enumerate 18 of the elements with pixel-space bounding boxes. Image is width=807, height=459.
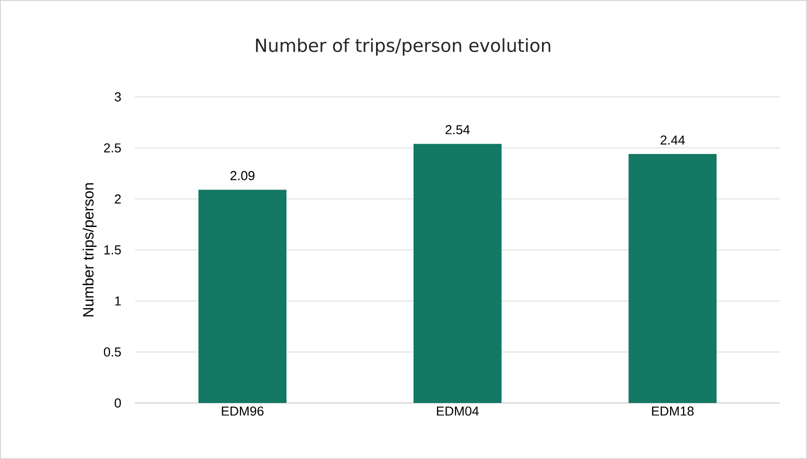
data-label: 2.09 (230, 171, 254, 180)
y-tick-label: 1.5 (104, 245, 121, 255)
data-label: 2.44 (660, 136, 685, 145)
y-tick-label: 2.5 (104, 143, 121, 153)
bar (198, 190, 286, 404)
chart-title: Number of trips/person evolution (256, 38, 550, 56)
bar (628, 154, 717, 404)
data-label: 2.54 (446, 125, 470, 134)
x-tick-label: EDM04 (436, 406, 479, 416)
y-tick-label: 1 (115, 296, 121, 306)
y-tick-label: 2 (114, 194, 121, 204)
x-tick-label: EDM96 (222, 406, 264, 416)
x-tick-label: EDM18 (652, 406, 694, 416)
y-tick-label: 0.5 (104, 347, 121, 357)
y-axis-title: Number trips/person (82, 183, 97, 316)
y-tick-label: 3 (114, 92, 121, 102)
y-tick-label: 0 (114, 398, 121, 408)
bar (414, 144, 502, 404)
